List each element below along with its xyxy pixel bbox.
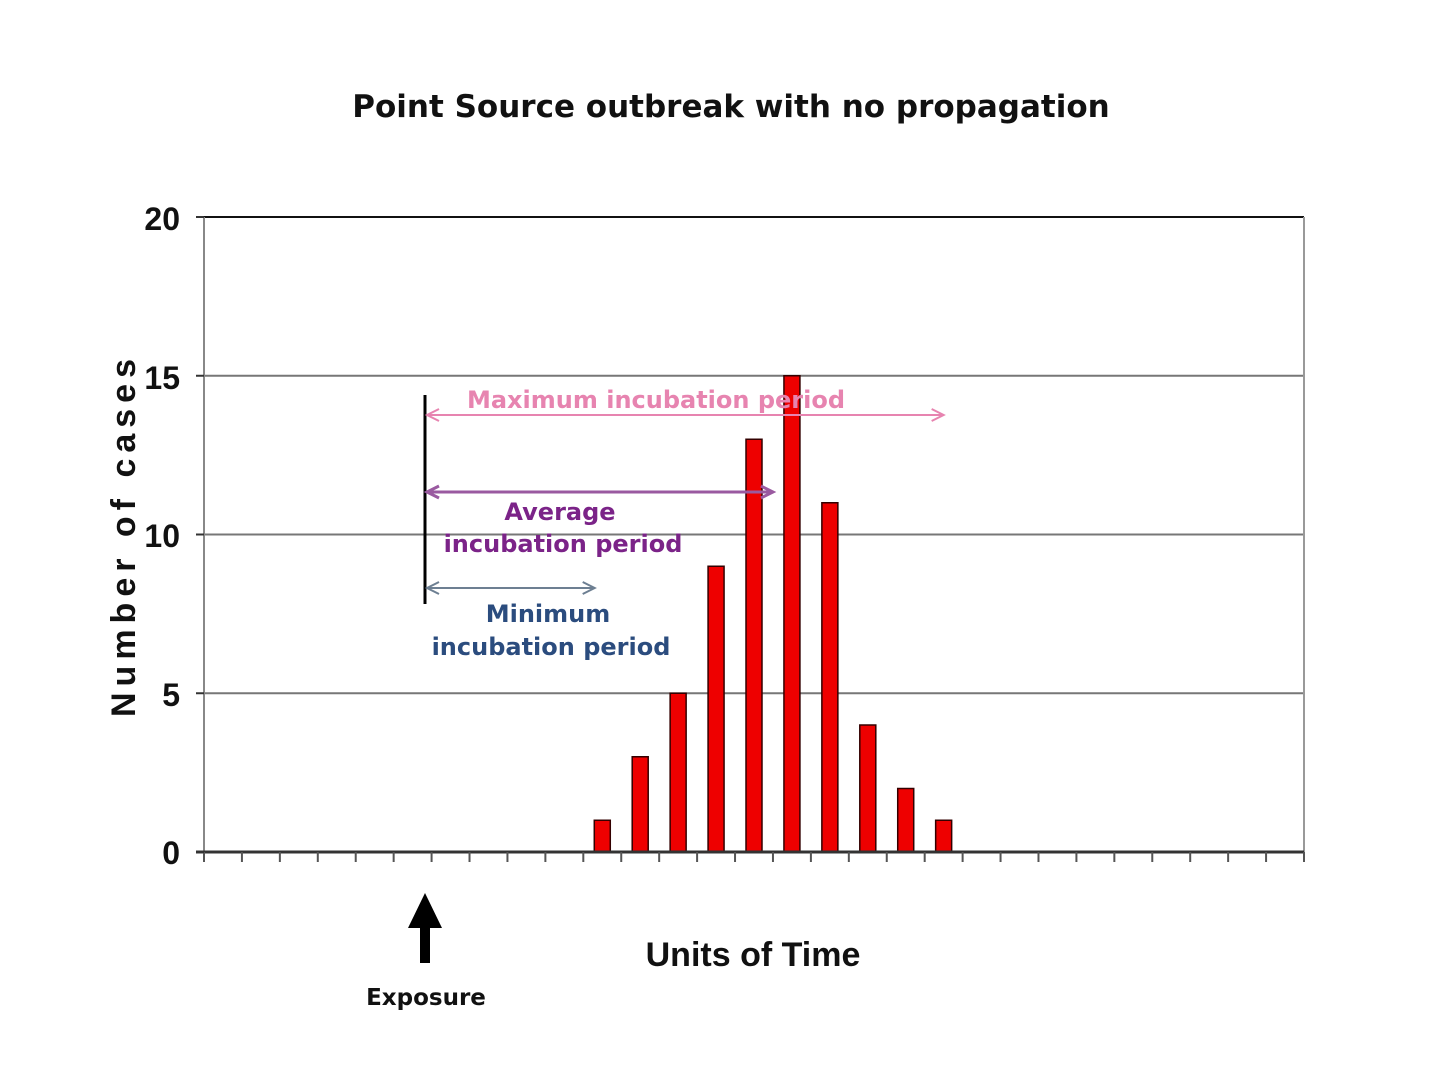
- max-incubation-label: Maximum incubation period: [467, 386, 845, 414]
- min-incubation-arrowhead-left: [424, 581, 440, 595]
- bar-bin-11: [631, 756, 649, 853]
- bar-bin-10: [593, 819, 612, 853]
- y-tick-10: 10: [144, 518, 180, 554]
- min-incubation-label-2: incubation period: [432, 633, 671, 661]
- chart-title: Point Source outbreak with no propagatio…: [352, 89, 1109, 125]
- bar-bin-19: [934, 819, 953, 853]
- avg-incubation-label-2: incubation period: [444, 530, 683, 558]
- bar-bin-18: [896, 787, 915, 853]
- max-incubation-arrowhead-left: [424, 408, 440, 422]
- exposure-arrow-icon: [408, 893, 442, 963]
- bar-bin-15: [783, 375, 801, 853]
- avg-incubation-label-1: Average: [504, 498, 615, 526]
- avg-incubation-arrowhead-right: [760, 484, 777, 500]
- y-tick-20: 20: [144, 201, 180, 237]
- y-axis-label: Number of cases: [105, 353, 143, 717]
- bar-bin-17: [859, 724, 877, 853]
- max-incubation-arrowhead-right: [931, 408, 946, 422]
- min-incubation-arrowhead-right: [582, 581, 597, 595]
- y-tick-15: 15: [144, 360, 180, 396]
- bar-bin-12: [669, 692, 687, 853]
- avg-incubation-arrowhead-left: [423, 484, 440, 500]
- y-tick-0: 0: [162, 835, 180, 871]
- exposure-label: Exposure: [366, 985, 486, 1011]
- bar-bin-13: [707, 565, 725, 853]
- y-tick-5: 5: [162, 677, 180, 713]
- bar-bin-14: [745, 438, 763, 853]
- x-axis-label: Units of Time: [646, 936, 861, 974]
- min-incubation-label-1: Minimum: [486, 600, 611, 628]
- bar-bin-16: [821, 502, 839, 853]
